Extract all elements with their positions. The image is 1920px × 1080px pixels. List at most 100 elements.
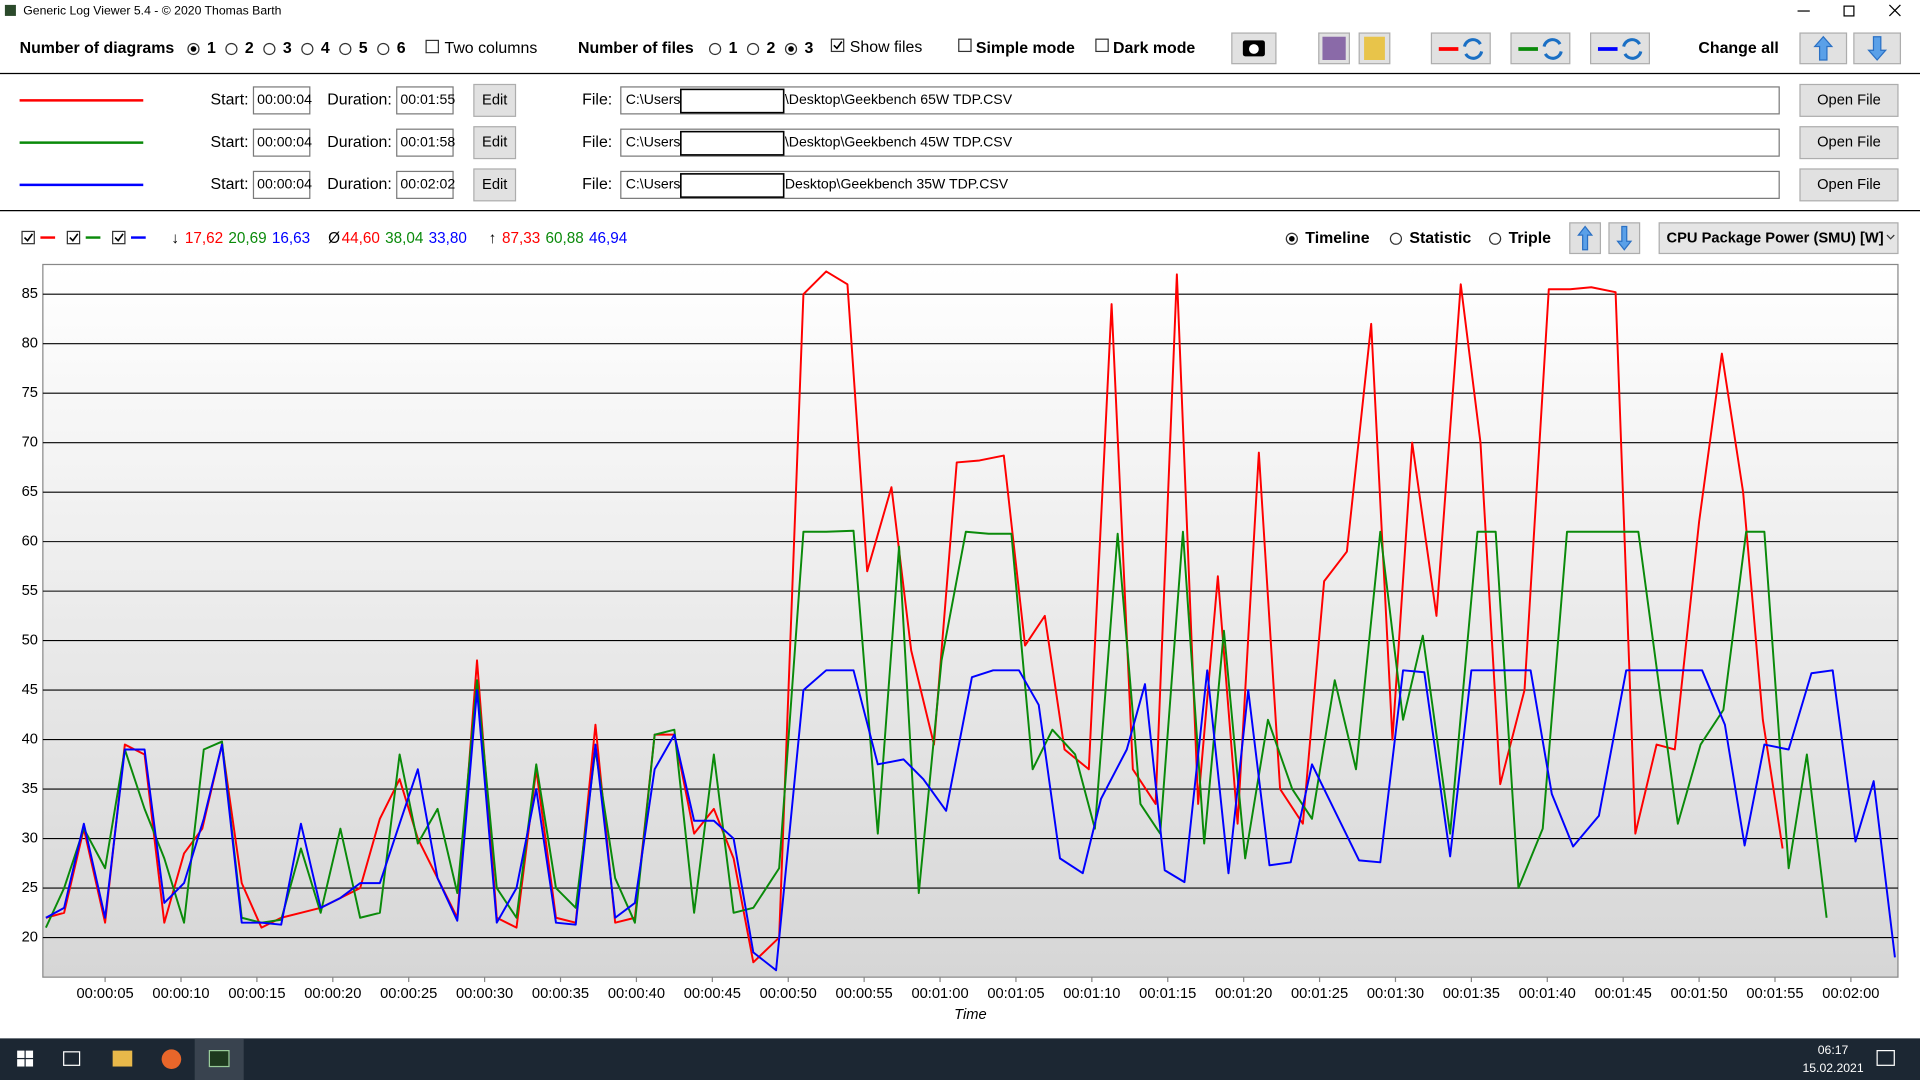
- file-option: 1: [729, 40, 738, 57]
- simple-mode-label: Simple mode: [976, 40, 1075, 57]
- checkbox[interactable]: [959, 39, 971, 51]
- view-mode: Triple: [1509, 230, 1552, 247]
- x-tick-label: 00:00:35: [532, 986, 589, 1002]
- y-tick-label: 80: [22, 336, 38, 352]
- y-tick-label: 50: [22, 632, 38, 648]
- window-title: Generic Log Viewer 5.4 - © 2020 Thomas B…: [23, 3, 281, 17]
- radio-button[interactable]: [1490, 233, 1501, 244]
- checkbox[interactable]: [426, 40, 438, 52]
- radio-button[interactable]: [748, 43, 759, 54]
- stat-symbol: ↑: [489, 230, 497, 247]
- start-label: Start:: [211, 176, 249, 193]
- radio-dot: [191, 46, 197, 52]
- x-tick-label: 00:00:20: [304, 986, 361, 1002]
- x-tick-label: 00:00:50: [760, 986, 817, 1002]
- path-prefix: C:\Users\: [626, 91, 685, 107]
- start-value: 00:00:04: [257, 176, 312, 192]
- x-tick-label: 00:01:40: [1519, 986, 1576, 1002]
- path-prefix: C:\Users\: [626, 176, 685, 192]
- explorer-icon[interactable]: [113, 1051, 133, 1067]
- x-tick-label: 00:01:50: [1670, 986, 1727, 1002]
- radio-dot: [788, 46, 794, 52]
- y-tick-label: 35: [22, 781, 38, 797]
- radio-button[interactable]: [340, 43, 351, 54]
- y-tick-label: 30: [22, 830, 38, 846]
- file-option: 2: [767, 40, 776, 57]
- stat-symbol: Ø: [328, 230, 340, 247]
- path-suffix: \Desktop\Geekbench 45W TDP.CSV: [785, 133, 1013, 149]
- duration-label: Duration:: [327, 92, 392, 109]
- start-label: Start:: [211, 92, 249, 109]
- checkbox[interactable]: [831, 39, 843, 51]
- checkbox[interactable]: [67, 231, 79, 243]
- checkbox[interactable]: [113, 231, 125, 243]
- x-tick-label: 00:01:00: [911, 986, 968, 1002]
- stat-value: 44,60: [342, 230, 380, 247]
- diagram-option: 6: [397, 40, 406, 57]
- start-value: 00:00:04: [257, 91, 312, 107]
- stat-value: 20,69: [228, 230, 266, 247]
- view-mode: Statistic: [1409, 230, 1471, 247]
- diagram-option: 3: [283, 40, 292, 57]
- logviewer-icon[interactable]: [209, 1051, 229, 1067]
- duration-label: Duration:: [327, 176, 392, 193]
- y-tick-label: 20: [22, 929, 38, 945]
- y-tick-label: 65: [22, 484, 38, 500]
- x-tick-label: 00:00:25: [380, 986, 437, 1002]
- x-tick-label: 00:01:15: [1139, 986, 1196, 1002]
- x-tick-label: 00:00:10: [152, 986, 209, 1002]
- file-option: 3: [804, 40, 813, 57]
- redaction-box: [681, 132, 784, 155]
- files-label: Number of files: [578, 40, 694, 57]
- open-file-label: Open File: [1817, 92, 1881, 108]
- y-tick-label: 70: [22, 435, 38, 451]
- channel-name: CPU Package Power (SMU) [W]: [1667, 231, 1884, 247]
- radio-button[interactable]: [226, 43, 237, 54]
- path-suffix: \Desktop\Geekbench 65W TDP.CSV: [785, 91, 1013, 107]
- dark-mode-label: Dark mode: [1113, 40, 1195, 57]
- radio-button[interactable]: [710, 43, 721, 54]
- clock-date: 15.02.2021: [1802, 1061, 1863, 1075]
- path-suffix: Desktop\Geekbench 35W TDP.CSV: [785, 176, 1009, 192]
- x-tick-label: 00:00:05: [77, 986, 134, 1002]
- y-tick-label: 60: [22, 534, 38, 550]
- radio-button[interactable]: [378, 43, 389, 54]
- checkbox[interactable]: [22, 231, 34, 243]
- start-label: Start:: [211, 134, 249, 151]
- checkbox[interactable]: [1096, 39, 1108, 51]
- x-tick-label: 00:01:45: [1595, 986, 1652, 1002]
- stat-value: 60,88: [546, 230, 584, 247]
- radio-button[interactable]: [264, 43, 275, 54]
- x-tick-label: 00:01:20: [1215, 986, 1272, 1002]
- y-tick-label: 55: [22, 583, 38, 599]
- file-label: File:: [582, 92, 612, 109]
- x-tick-label: 00:01:25: [1291, 986, 1348, 1002]
- redaction-box: [681, 89, 784, 112]
- open-file-label: Open File: [1817, 177, 1881, 193]
- path-prefix: C:\Users\: [626, 133, 685, 149]
- x-tick-label: 00:00:15: [228, 986, 285, 1002]
- stat-value: 16,63: [272, 230, 310, 247]
- file-label: File:: [582, 134, 612, 151]
- diagram-option: 1: [207, 40, 216, 57]
- stat-value: 17,62: [185, 230, 223, 247]
- x-tick-label: 00:02:00: [1822, 986, 1879, 1002]
- redaction-box: [681, 174, 784, 197]
- change-all-label: Change all: [1698, 40, 1778, 57]
- edit-label: Edit: [482, 177, 507, 193]
- x-axis-label: Time: [954, 1007, 987, 1023]
- two-columns-label: Two columns: [444, 40, 537, 57]
- stat-value: 87,33: [502, 230, 540, 247]
- firefox-icon[interactable]: [162, 1049, 182, 1069]
- clock-time: 06:17: [1818, 1043, 1849, 1057]
- stat-value: 33,80: [429, 230, 467, 247]
- radio-button[interactable]: [302, 43, 313, 54]
- x-tick-label: 00:01:30: [1367, 986, 1424, 1002]
- x-tick-label: 00:00:40: [608, 986, 665, 1002]
- edit-label: Edit: [482, 92, 507, 108]
- stat-symbol: ↓: [171, 230, 179, 247]
- stat-value: 38,04: [385, 230, 424, 247]
- radio-button[interactable]: [1390, 233, 1401, 244]
- y-tick-label: 25: [22, 880, 38, 896]
- x-tick-label: 00:01:10: [1063, 986, 1120, 1002]
